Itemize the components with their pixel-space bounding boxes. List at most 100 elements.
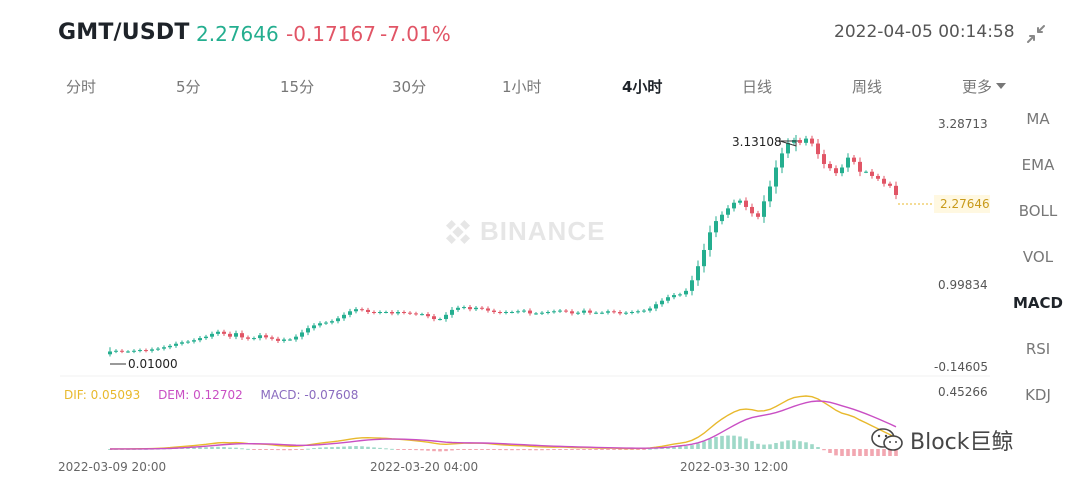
macd-bar (366, 446, 370, 449)
macd-bar (336, 446, 340, 449)
macd-bar (582, 449, 586, 450)
tab-timeline[interactable]: 分时 (66, 78, 97, 96)
macd-bar (804, 442, 808, 449)
indicator-vol[interactable]: VOL (1022, 248, 1054, 266)
candle-body (150, 349, 154, 351)
indicator-kdj[interactable]: KDJ (1025, 386, 1051, 404)
candle-body (306, 328, 310, 333)
candle-body (594, 312, 598, 314)
tab-30min[interactable]: 30分 (392, 78, 427, 96)
macd-histogram (108, 435, 898, 456)
candle-body (402, 312, 406, 314)
candle-body (324, 322, 328, 324)
macd-bar (888, 449, 892, 456)
candle-body (480, 307, 484, 309)
macd-bar (540, 449, 544, 451)
candle-body (888, 183, 892, 186)
tab-5min[interactable]: 5分 (176, 78, 201, 96)
macd-bar (318, 447, 322, 449)
candle-body (756, 213, 760, 217)
candle-body (438, 319, 442, 321)
x-label-2: 2022-03-20 04:00 (370, 460, 479, 474)
tab-4hour[interactable]: 4小时 (622, 78, 663, 96)
current-price-marker: 2.27646 (898, 195, 990, 213)
macd-bar (792, 440, 796, 449)
macd-bar (402, 449, 406, 450)
candle-body (168, 345, 172, 348)
candle-body (162, 347, 166, 349)
macd-bar (330, 447, 334, 449)
candle-body (846, 157, 850, 168)
low-label: 0.01000 (128, 357, 178, 371)
indicator-macd[interactable]: MACD (1013, 294, 1063, 312)
macd-bar (414, 449, 418, 451)
candle-body (864, 171, 868, 173)
indicator-ema[interactable]: EMA (1021, 156, 1055, 174)
macd-bar (378, 447, 382, 449)
candlestick-chart[interactable]: BINANCE 3.28713 0.99834 -0.14605 2.27646… (0, 104, 1000, 491)
candle-body (666, 297, 670, 301)
tab-15min[interactable]: 15分 (280, 78, 315, 96)
candle-body (486, 308, 490, 311)
candle-body (192, 340, 196, 342)
candle-body (648, 308, 652, 311)
candle-body (654, 304, 658, 309)
macd-bar (282, 449, 286, 451)
candle-body (786, 142, 790, 154)
tab-more-label: 更多 (962, 78, 993, 96)
price-change: -0.17167 (286, 22, 376, 46)
macd-bar (510, 449, 514, 451)
macd-bar (870, 449, 874, 456)
macd-bar (234, 447, 238, 449)
macd-bar (588, 449, 592, 450)
macd-bar (600, 449, 604, 450)
collapse-icon[interactable] (1024, 22, 1048, 46)
x-label-1: 2022-03-09 20:00 (58, 460, 167, 474)
indicator-boll[interactable]: BOLL (1018, 202, 1058, 220)
tab-daily[interactable]: 日线 (742, 78, 773, 96)
macd-panel: 0.45266 (108, 385, 988, 456)
candle-body (300, 332, 304, 337)
indicator-rsi[interactable]: RSI (1025, 340, 1051, 358)
candle-body (708, 232, 712, 250)
macd-bar (618, 449, 622, 450)
macd-bar (894, 449, 898, 456)
candle-body (174, 343, 178, 346)
candle-body (822, 154, 826, 164)
macd-bar (348, 446, 352, 449)
macd-bar (864, 449, 868, 456)
macd-bar (552, 449, 556, 450)
caret-down-icon (996, 83, 1007, 89)
indicator-ma[interactable]: MA (1026, 110, 1050, 128)
macd-bar (300, 449, 304, 450)
macd-bar (474, 449, 478, 450)
macd-bar (606, 449, 610, 450)
candle-body (198, 338, 202, 341)
tab-more[interactable]: 更多 (962, 76, 1007, 97)
candle-body (396, 312, 400, 314)
candle-body (606, 311, 610, 313)
macd-bar (306, 448, 310, 450)
macd-bar (768, 444, 772, 449)
axis-top-label: 3.28713 (938, 117, 988, 131)
candle-body (690, 280, 694, 291)
pair-title: GMT/USDT (58, 20, 190, 45)
macd-bar (354, 446, 358, 449)
macd-bar (294, 449, 298, 450)
macd-bar (630, 449, 634, 450)
candle-body (426, 314, 430, 317)
macd-bar (828, 449, 832, 453)
macd-bar (822, 449, 826, 451)
candle-body (498, 312, 502, 314)
wechat-icon (871, 428, 903, 451)
candle-body (504, 312, 508, 314)
macd-bar (576, 449, 580, 450)
candle-body (774, 167, 778, 187)
macd-bar (726, 435, 730, 449)
tab-1hour[interactable]: 1小时 (502, 78, 542, 96)
macd-bar (546, 449, 550, 451)
tab-weekly[interactable]: 周线 (852, 78, 883, 96)
macd-bar (594, 449, 598, 450)
macd-bar (534, 449, 538, 451)
candle-body (456, 307, 460, 310)
